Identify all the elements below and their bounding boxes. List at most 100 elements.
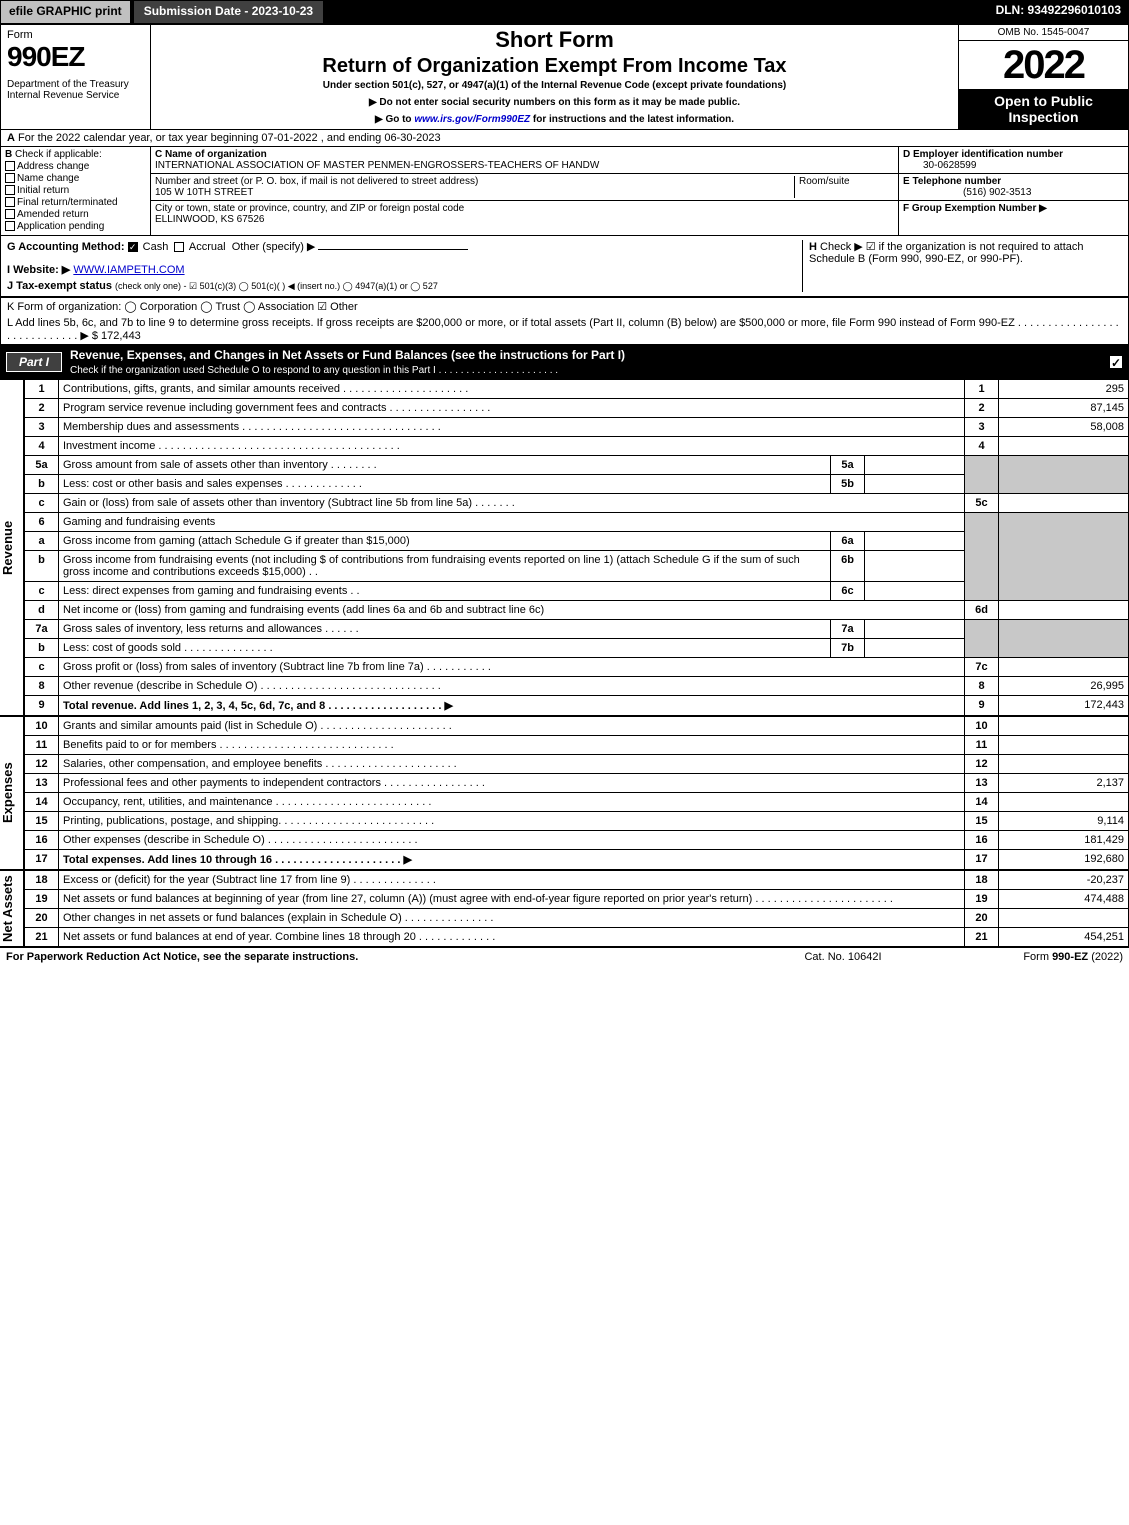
- ssn-note: ▶ Do not enter social security numbers o…: [157, 97, 952, 108]
- row-13: 13Professional fees and other payments t…: [25, 774, 1129, 793]
- row-6a: aGross income from gaming (attach Schedu…: [25, 532, 1129, 551]
- row-8: 8Other revenue (describe in Schedule O) …: [25, 677, 1129, 696]
- chk-name-change[interactable]: Name change: [5, 173, 146, 184]
- label-a: A: [7, 132, 15, 144]
- part-i-check-text: Check if the organization used Schedule …: [70, 365, 558, 376]
- row-3: 3Membership dues and assessments . . . .…: [25, 418, 1129, 437]
- chk-final-return[interactable]: Final return/terminated: [5, 197, 146, 208]
- column-c: C Name of organization INTERNATIONAL ASS…: [151, 147, 898, 235]
- schedule-b-text: Check ▶ ☑ if the organization is not req…: [809, 241, 1084, 265]
- row-6: 6Gaming and fundraising events: [25, 513, 1129, 532]
- tel-label: E Telephone number: [903, 176, 1001, 187]
- form-footer-label: Form 990-EZ (2022): [943, 951, 1123, 963]
- chk-amended-return[interactable]: Amended return: [5, 209, 146, 220]
- part-i-tab: Part I: [6, 352, 62, 372]
- row-11: 11Benefits paid to or for members . . . …: [25, 736, 1129, 755]
- label-i: I Website: ▶: [7, 264, 70, 276]
- row-6b: bGross income from fundraising events (n…: [25, 551, 1129, 582]
- part-i-header: Part I Revenue, Expenses, and Changes in…: [0, 345, 1129, 379]
- row-19: 19Net assets or fund balances at beginni…: [25, 890, 1129, 909]
- city-label: City or town, state or province, country…: [155, 203, 894, 214]
- row-7a: 7aGross sales of inventory, less returns…: [25, 620, 1129, 639]
- open-to-public: Open to Public Inspection: [959, 89, 1128, 129]
- row-17: 17Total expenses. Add lines 10 through 1…: [25, 850, 1129, 870]
- goto-note: ▶ Go to www.irs.gov/Form990EZ for instru…: [157, 114, 952, 125]
- row-14: 14Occupancy, rent, utilities, and mainte…: [25, 793, 1129, 812]
- efile-print-button[interactable]: efile GRAPHIC print: [0, 0, 131, 24]
- row-9: 9Total revenue. Add lines 1, 2, 3, 4, 5c…: [25, 696, 1129, 716]
- block-bcd: B Check if applicable: Address change Na…: [0, 147, 1129, 236]
- org-name-label: C Name of organization: [155, 149, 894, 160]
- city-value: ELLINWOOD, KS 67526: [155, 214, 894, 225]
- tax-year: 2022: [959, 41, 1128, 89]
- other-specify-label: Other (specify) ▶: [232, 241, 316, 253]
- expenses-side-label: Expenses: [0, 716, 24, 870]
- label-g: G Accounting Method:: [7, 241, 125, 253]
- row-16: 16Other expenses (describe in Schedule O…: [25, 831, 1129, 850]
- dln-number: DLN: 93492296010103: [988, 0, 1129, 24]
- group-exemption-label: F Group Exemption Number ▶: [903, 203, 1047, 214]
- department-label: Department of the Treasury Internal Reve…: [7, 79, 144, 101]
- cat-no: Cat. No. 10642I: [743, 951, 943, 963]
- short-form-title: Short Form: [157, 27, 952, 53]
- net-assets-side-label: Net Assets: [0, 870, 24, 947]
- cash-label: Cash: [143, 241, 169, 253]
- line-l: L Add lines 5b, 6c, and 7b to line 9 to …: [0, 315, 1129, 345]
- street-label: Number and street (or P. O. box, if mail…: [155, 176, 794, 187]
- form-number: 990EZ: [7, 41, 144, 73]
- irs-link[interactable]: www.irs.gov/Form990EZ: [414, 114, 530, 125]
- accrual-label: Accrual: [189, 241, 226, 253]
- main-title: Return of Organization Exempt From Incom…: [157, 55, 952, 78]
- column-d: D Employer identification number 30-0628…: [898, 147, 1128, 235]
- block-ghij: G Accounting Method: ✓ Cash Accrual Othe…: [0, 236, 1129, 297]
- row-7b: bLess: cost of goods sold . . . . . . . …: [25, 639, 1129, 658]
- net-assets-section: Net Assets 18Excess or (deficit) for the…: [0, 870, 1129, 947]
- label-b: B: [5, 149, 12, 160]
- form-header: Form 990EZ Department of the Treasury In…: [0, 24, 1129, 130]
- omb-number: OMB No. 1545-0047: [959, 25, 1128, 41]
- line-k: K Form of organization: ◯ Corporation ◯ …: [0, 297, 1129, 315]
- label-j: J Tax-exempt status: [7, 280, 112, 292]
- row-6c: cLess: direct expenses from gaming and f…: [25, 582, 1129, 601]
- room-suite-label: Room/suite: [794, 176, 894, 198]
- ein-label: D Employer identification number: [903, 149, 1063, 160]
- row-7c: cGross profit or (loss) from sales of in…: [25, 658, 1129, 677]
- tax-exempt-status-text: (check only one) - ☑ 501(c)(3) ◯ 501(c)(…: [115, 281, 438, 291]
- row-15: 15Printing, publications, postage, and s…: [25, 812, 1129, 831]
- form-label: Form: [7, 29, 144, 41]
- check-if-applicable: Check if applicable:: [15, 149, 102, 160]
- chk-accrual[interactable]: [174, 242, 184, 252]
- chk-cash[interactable]: ✓: [128, 242, 138, 252]
- row-2: 2Program service revenue including gover…: [25, 399, 1129, 418]
- row-5a: 5aGross amount from sale of assets other…: [25, 456, 1129, 475]
- row-12: 12Salaries, other compensation, and empl…: [25, 755, 1129, 774]
- org-name: INTERNATIONAL ASSOCIATION OF MASTER PENM…: [155, 160, 894, 171]
- chk-address-change[interactable]: Address change: [5, 161, 146, 172]
- expenses-section: Expenses 10Grants and similar amounts pa…: [0, 716, 1129, 870]
- chk-application-pending[interactable]: Application pending: [5, 221, 146, 232]
- paperwork-notice: For Paperwork Reduction Act Notice, see …: [6, 951, 743, 963]
- row-a-period: A For the 2022 calendar year, or tax yea…: [0, 130, 1129, 147]
- row-20: 20Other changes in net assets or fund ba…: [25, 909, 1129, 928]
- page-footer: For Paperwork Reduction Act Notice, see …: [0, 947, 1129, 966]
- top-bar: efile GRAPHIC print Submission Date - 20…: [0, 0, 1129, 24]
- row-10: 10Grants and similar amounts paid (list …: [25, 717, 1129, 736]
- revenue-section: Revenue 1Contributions, gifts, grants, a…: [0, 379, 1129, 716]
- chk-initial-return[interactable]: Initial return: [5, 185, 146, 196]
- revenue-side-label: Revenue: [0, 379, 24, 716]
- ein-value: 30-0628599: [903, 160, 976, 171]
- row-1: 1Contributions, gifts, grants, and simil…: [25, 380, 1129, 399]
- street-value: 105 W 10TH STREET: [155, 187, 794, 198]
- submission-date: Submission Date - 2023-10-23: [133, 0, 324, 24]
- row-21: 21Net assets or fund balances at end of …: [25, 928, 1129, 947]
- period-text: For the 2022 calendar year, or tax year …: [18, 132, 441, 144]
- other-specify-input[interactable]: [318, 249, 468, 250]
- tel-value: (516) 902-3513: [903, 187, 1031, 198]
- website-link[interactable]: WWW.IAMPETH.COM: [73, 264, 184, 276]
- row-5c: cGain or (loss) from sale of assets othe…: [25, 494, 1129, 513]
- row-5b: bLess: cost or other basis and sales exp…: [25, 475, 1129, 494]
- label-h: H: [809, 241, 817, 253]
- row-18: 18Excess or (deficit) for the year (Subt…: [25, 871, 1129, 890]
- part-i-schedule-o-checkbox[interactable]: ✓: [1109, 355, 1123, 369]
- row-6d: dNet income or (loss) from gaming and fu…: [25, 601, 1129, 620]
